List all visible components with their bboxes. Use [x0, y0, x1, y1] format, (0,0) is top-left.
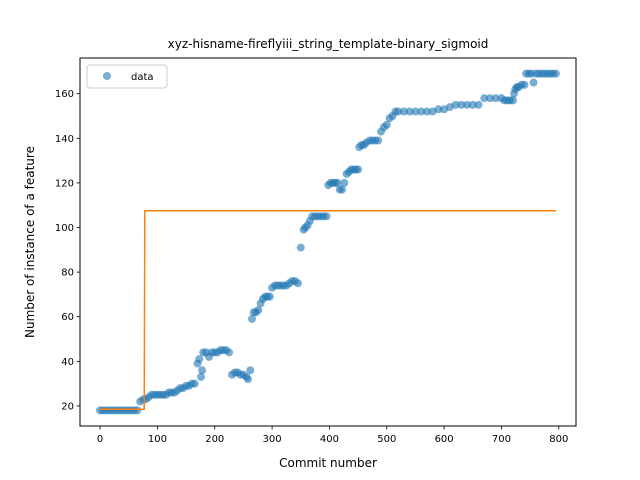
data-point — [190, 379, 199, 388]
y-tick-label: 60 — [61, 312, 74, 323]
data-point — [195, 355, 204, 364]
data-point — [340, 178, 349, 187]
data-point — [457, 100, 466, 109]
chart-title: xyz-hisname-fireflyiii_string_template-b… — [168, 37, 489, 51]
data-point — [322, 212, 331, 221]
data-point — [485, 94, 494, 103]
y-axis-label: Number of instance of a feature — [23, 146, 37, 338]
y-tick-label: 20 — [61, 401, 74, 412]
data-point — [296, 243, 305, 252]
data-point — [463, 100, 472, 109]
fit-line — [100, 210, 556, 411]
data-point — [354, 165, 363, 174]
plot-area — [96, 69, 560, 415]
data-point — [508, 96, 517, 105]
x-tick-label: 200 — [205, 434, 224, 445]
legend-label-data: data — [131, 72, 154, 83]
y-tick-label: 40 — [61, 357, 74, 368]
data-point — [246, 366, 255, 375]
data-point — [133, 406, 142, 415]
data-point — [551, 69, 560, 78]
legend-box — [86, 64, 168, 89]
data-point — [244, 375, 253, 384]
y-tick-label: 140 — [55, 134, 74, 145]
y-tick-label: 160 — [55, 89, 74, 100]
legend-marker-data — [103, 72, 111, 80]
x-tick-label: 500 — [377, 434, 396, 445]
data-point — [520, 80, 529, 89]
data-point — [265, 292, 274, 301]
data-point — [382, 120, 391, 129]
data-point — [198, 366, 207, 375]
y-tick-label: 80 — [61, 268, 74, 279]
data-point — [434, 105, 443, 114]
y-tick-label: 100 — [55, 223, 74, 234]
x-tick-label: 100 — [148, 434, 167, 445]
x-axis-label: Commit number — [279, 456, 377, 470]
data-point — [411, 107, 420, 116]
data-point — [338, 185, 347, 194]
data-point — [451, 100, 460, 109]
axis-ticks: 0 100 200 300 400 500 600 700 800 20 40 60 80 100 120 1… — [55, 89, 568, 445]
y-tick-label: 120 — [55, 178, 74, 189]
data-point — [417, 107, 426, 116]
x-tick-label: 600 — [435, 434, 454, 445]
legend: data — [86, 64, 168, 89]
data-point — [333, 178, 342, 187]
x-tick-label: 700 — [492, 434, 511, 445]
data-point — [254, 306, 263, 315]
data-point — [225, 348, 234, 357]
data-point — [293, 279, 302, 288]
data-point — [480, 94, 489, 103]
data-point — [394, 107, 403, 116]
axes-frame — [79, 57, 577, 427]
data-point — [374, 136, 383, 145]
data-point — [196, 372, 205, 381]
data-point — [474, 100, 483, 109]
x-tick-label: 300 — [263, 434, 282, 445]
data-point — [405, 107, 414, 116]
data-point — [529, 78, 538, 87]
data-point — [399, 107, 408, 116]
data-point — [422, 107, 431, 116]
data-point — [491, 94, 500, 103]
x-tick-label: 0 — [97, 434, 103, 445]
data-point — [248, 314, 257, 323]
x-tick-label: 800 — [549, 434, 568, 445]
data-point — [468, 100, 477, 109]
x-tick-label: 400 — [320, 434, 339, 445]
